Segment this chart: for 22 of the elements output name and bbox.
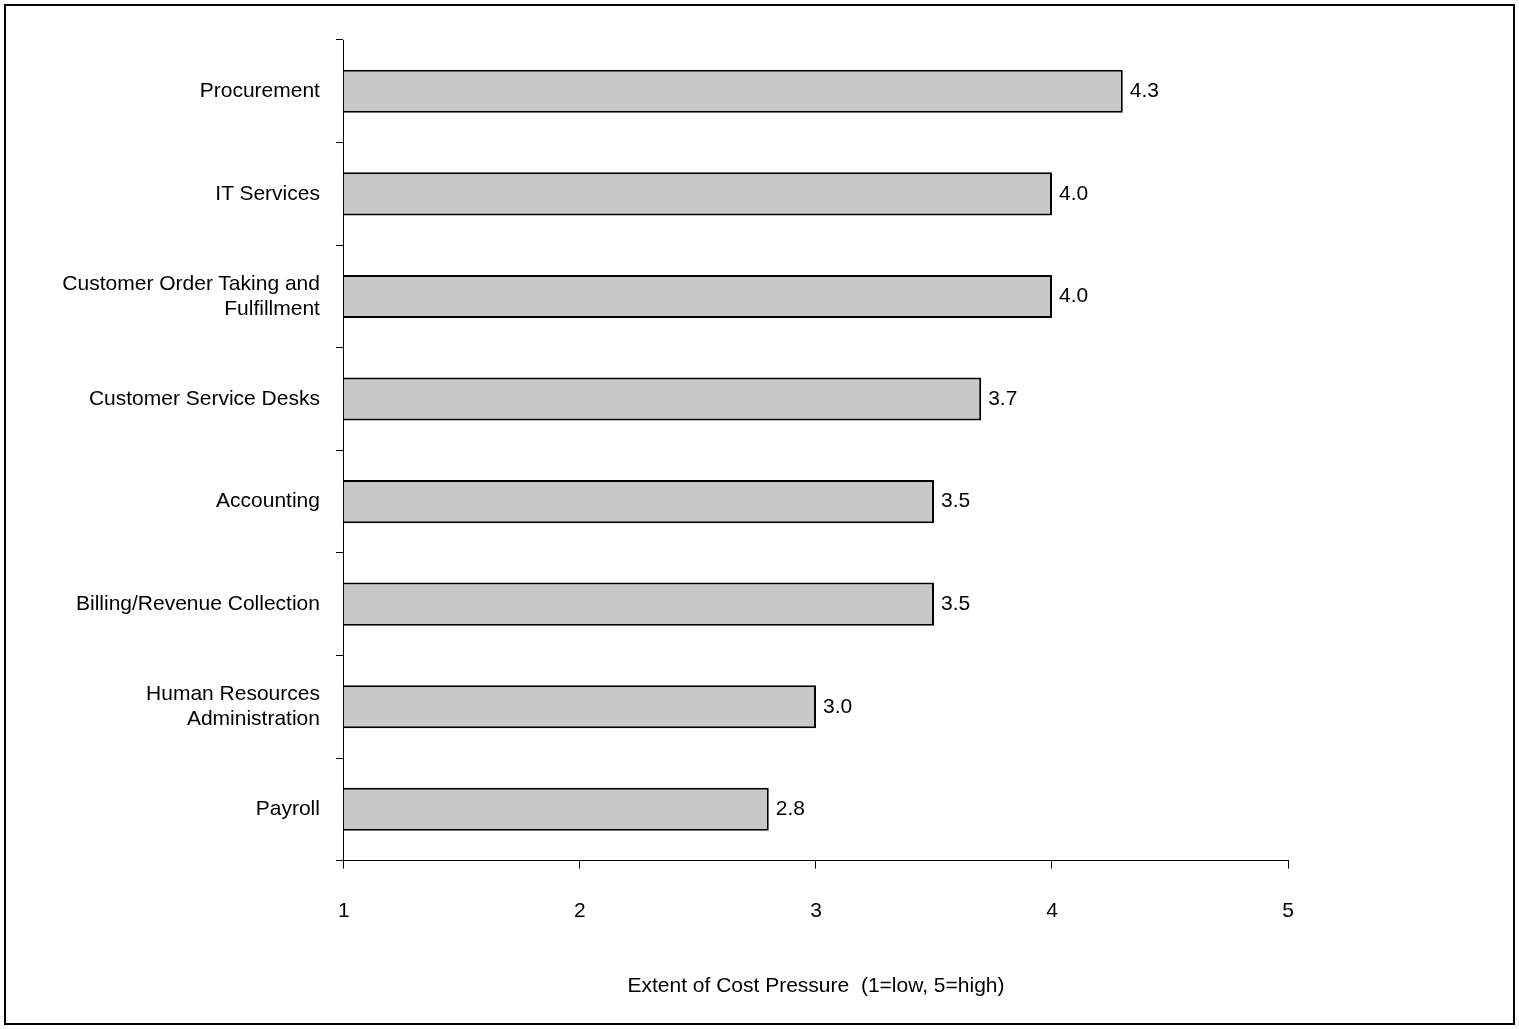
x-axis-title: Extent of Cost Pressure (1=low, 5=high) — [627, 973, 1005, 997]
x-tick-label: 3 — [810, 898, 822, 921]
y-tick-label: Accounting — [216, 488, 320, 512]
data-label: 4.0 — [1058, 283, 1089, 307]
x-tick-label: 4 — [1046, 898, 1059, 921]
x-tick-label: 5 — [1282, 898, 1294, 921]
x-tick-label: 1 — [338, 898, 350, 921]
y-tick-label: Payroll — [255, 796, 320, 820]
y-tick-label: Customer Service Desks — [88, 385, 320, 409]
data-label: 3.5 — [940, 590, 971, 614]
data-label: 2.8 — [775, 796, 805, 820]
y-tick-label: IT Services — [215, 180, 320, 204]
data-label: 4.3 — [1129, 78, 1159, 102]
data-label: 4.0 — [1058, 180, 1089, 204]
x-tick-label: 2 — [574, 898, 586, 921]
y-tick-label: Billing/Revenue Collection — [75, 590, 320, 614]
y-tick-label: Customer Order Taking and Fulfillment — [62, 270, 321, 319]
data-label: 3.5 — [940, 488, 971, 512]
data-label: 3.7 — [988, 385, 1018, 409]
y-tick-label: Procurement — [199, 78, 321, 102]
data-label: 3.0 — [822, 693, 853, 717]
y-tick-label: Human Resources Administration — [146, 680, 320, 730]
